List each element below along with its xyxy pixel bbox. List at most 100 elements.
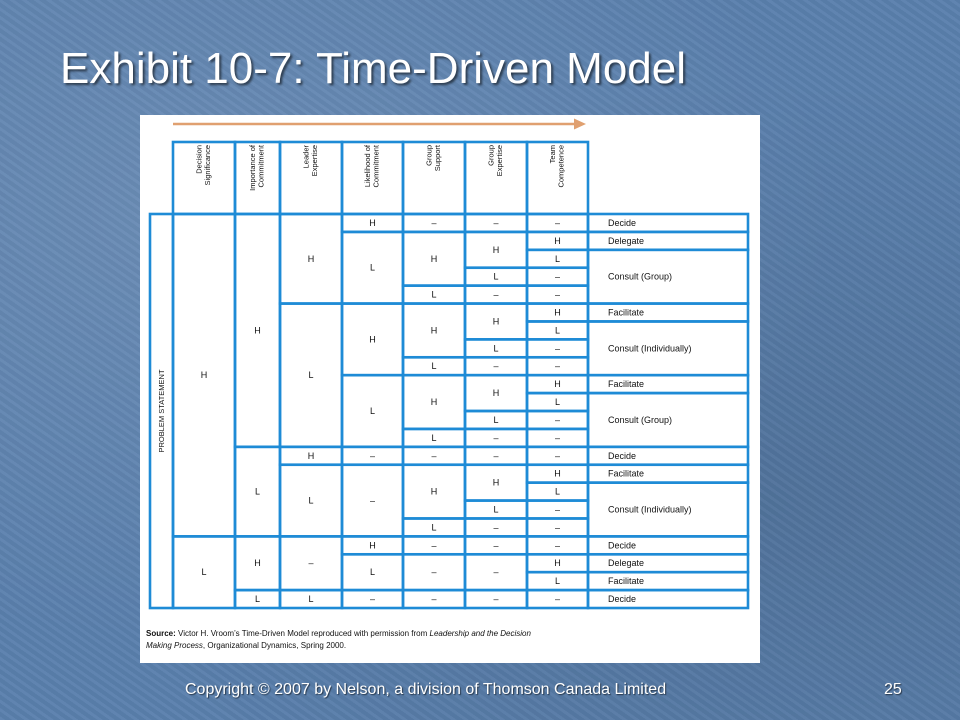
decision-value: H [431,487,438,497]
decision-value: – [493,567,498,577]
decision-value: H [369,540,376,550]
outcome-label: Delegate [608,558,644,568]
outcome-label: Facilitate [608,308,644,318]
competence-value: – [555,451,560,461]
decision-value: – [493,433,498,443]
competence-value: – [555,505,560,515]
outcome-label: Consult (Group) [608,272,672,282]
decision-value: L [431,433,436,443]
decision-value: L [308,594,313,604]
outcome-label: Decide [608,594,636,604]
decision-value: L [493,415,498,425]
outcome-cell [586,588,750,610]
decision-value: L [431,290,436,300]
decision-value: – [493,218,498,228]
header-label: GroupExpertise [486,145,504,176]
source-title-2: Making Process [146,641,203,650]
decision-value: H [493,245,500,255]
competence-value: – [555,594,560,604]
header-label: LeaderExpertise [301,145,319,177]
source-note: Source: Victor H. Vroom’s Time-Driven Mo… [146,628,746,652]
decision-value: L [255,594,260,604]
competence-value: – [555,361,560,371]
decision-value: H [254,325,261,335]
problem-statement-label: PROBLEM STATEMENT [157,369,166,452]
source-label: Source: [146,629,176,638]
decision-value: – [431,594,436,604]
decision-value: L [308,370,313,380]
competence-value: L [555,325,560,335]
header-label: Likelihood ofCommitment [363,144,381,187]
decision-value: L [493,272,498,282]
decision-value: L [370,406,375,416]
header-label: GroupSupport [424,144,442,171]
outcome-label: Consult (Individually) [608,505,692,515]
competence-value: H [554,308,561,318]
outcome-label: Consult (Individually) [608,343,692,353]
decision-value: H [308,451,315,461]
source-text-2: , Organizational Dynamics, Spring 2000. [202,641,347,650]
competence-value: H [554,558,561,568]
decision-value: L [370,567,375,577]
competence-value: – [555,290,560,300]
decision-value: L [431,361,436,371]
decision-value: H [431,254,438,264]
competence-value: – [555,343,560,353]
decision-model-figure: DecisionSignificance Importance ofCommitm… [140,115,760,663]
decision-value: – [431,540,436,550]
competence-value: L [555,254,560,264]
competence-value: L [555,487,560,497]
decision-value: H [369,334,376,344]
competence-value: – [555,522,560,532]
decision-value: L [493,343,498,353]
header-label: Importance ofCommitment [248,144,266,191]
decision-value: H [254,558,261,568]
outcome-label: Decide [608,451,636,461]
decision-value: – [493,451,498,461]
page-number: 25 [884,681,902,698]
outcome-label: Decide [608,218,636,228]
decision-value: H [493,316,500,326]
source-text-1: Victor H. Vroom’s Time-Driven Model repr… [175,629,430,638]
decision-value: H [431,397,438,407]
outcome-label: Facilitate [608,469,644,479]
decision-value: H [431,325,438,335]
decision-tree-table: DecisionSignificance Importance ofCommitm… [148,118,750,610]
decision-value: – [431,567,436,577]
source-title-1: Leadership and the Decision [429,629,531,638]
competence-value: L [555,576,560,586]
decision-value: – [493,361,498,371]
competence-value: H [554,469,561,479]
competence-value: – [555,540,560,550]
header-label: DecisionSignificance [194,145,212,185]
copyright-footer: Copyright © 2007 by Nelson, a division o… [185,681,667,698]
competence-value: – [555,433,560,443]
decision-value: – [308,558,313,568]
decision-value: – [493,290,498,300]
decision-value: L [201,567,206,577]
decision-value: L [255,487,260,497]
decision-value: – [493,522,498,532]
decision-value: L [431,522,436,532]
decision-value: L [308,496,313,506]
decision-value: H [369,218,376,228]
decision-value: L [370,263,375,273]
outcome-label: Facilitate [608,379,644,389]
decision-value: H [493,388,500,398]
decision-value: – [370,594,375,604]
decision-value: H [308,254,315,264]
competence-value: – [555,272,560,282]
decision-value: L [493,505,498,515]
decision-value: – [493,594,498,604]
flow-arrow-head [574,118,586,130]
competence-value: H [554,379,561,389]
decision-value: – [370,451,375,461]
decision-value: – [493,540,498,550]
decision-value: – [431,218,436,228]
decision-value: – [370,496,375,506]
competence-value: L [555,397,560,407]
decision-value: – [431,451,436,461]
competence-value: – [555,218,560,228]
competence-value: – [555,415,560,425]
decision-value: H [201,370,208,380]
